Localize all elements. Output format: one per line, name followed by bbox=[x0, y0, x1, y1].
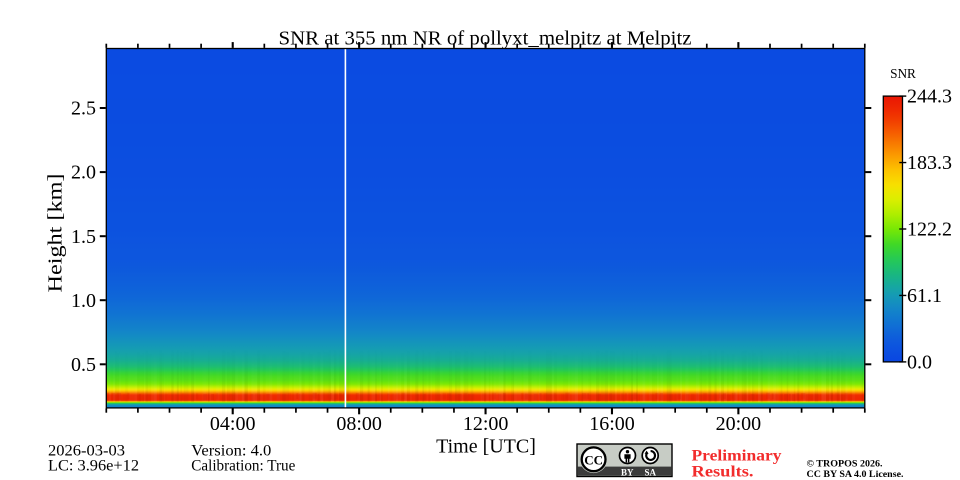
svg-text:LC: 3.96e+12: LC: 3.96e+12 bbox=[48, 458, 139, 475]
svg-text:12:00: 12:00 bbox=[463, 413, 509, 435]
svg-text:183.3: 183.3 bbox=[907, 152, 952, 174]
svg-text:61.1: 61.1 bbox=[907, 285, 942, 307]
svg-text:BY: BY bbox=[621, 467, 634, 477]
svg-text:2.0: 2.0 bbox=[71, 162, 96, 184]
svg-text:08:00: 08:00 bbox=[336, 413, 382, 435]
svg-text:SA: SA bbox=[644, 467, 656, 477]
svg-text:0.5: 0.5 bbox=[71, 354, 96, 376]
svg-text:16:00: 16:00 bbox=[589, 413, 635, 435]
svg-text:04:00: 04:00 bbox=[210, 413, 256, 435]
svg-text:Version: 4.0: Version: 4.0 bbox=[191, 442, 271, 459]
svg-text:244.3: 244.3 bbox=[907, 86, 952, 108]
svg-text:1.5: 1.5 bbox=[71, 226, 96, 248]
svg-text:Time [UTC]: Time [UTC] bbox=[436, 436, 536, 458]
svg-text:SNR: SNR bbox=[890, 66, 916, 81]
svg-text:Height [km]: Height [km] bbox=[45, 174, 67, 293]
svg-text:Results.: Results. bbox=[692, 464, 754, 480]
svg-text:2026-03-03: 2026-03-03 bbox=[48, 442, 125, 459]
svg-text:CC BY SA 4.0 License.: CC BY SA 4.0 License. bbox=[807, 470, 904, 480]
svg-text:Preliminary: Preliminary bbox=[692, 447, 782, 464]
svg-text:2.5: 2.5 bbox=[71, 98, 96, 120]
svg-text:© TROPOS 2026.: © TROPOS 2026. bbox=[807, 459, 883, 470]
svg-text:20:00: 20:00 bbox=[716, 413, 762, 435]
svg-text:Calibration: True: Calibration: True bbox=[191, 458, 295, 475]
svg-text:CC: CC bbox=[584, 452, 603, 467]
svg-text:1.0: 1.0 bbox=[71, 290, 96, 312]
svg-text:122.2: 122.2 bbox=[907, 219, 952, 241]
svg-text:SNR at 355 nm NR of pollyxt_me: SNR at 355 nm NR of pollyxt_melpitz at M… bbox=[279, 28, 692, 50]
svg-text:0.0: 0.0 bbox=[907, 352, 932, 374]
